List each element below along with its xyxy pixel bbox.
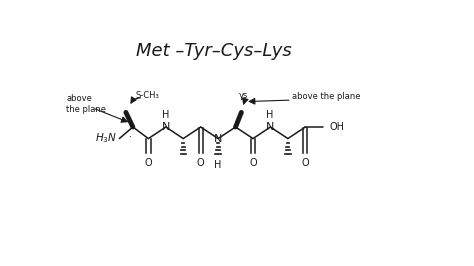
Text: H: H	[162, 110, 169, 120]
Text: OH: OH	[330, 122, 345, 132]
Text: $\cdot$: $\cdot$	[128, 130, 132, 139]
Text: N: N	[162, 122, 170, 132]
Text: N: N	[214, 134, 222, 144]
Text: above the plane: above the plane	[292, 92, 360, 101]
Text: S-CH₃: S-CH₃	[136, 90, 159, 99]
Text: above
the plane: above the plane	[66, 94, 106, 114]
Text: $H_3N$: $H_3N$	[95, 132, 118, 146]
Text: O: O	[301, 158, 309, 168]
Text: O: O	[249, 158, 257, 168]
Text: O: O	[197, 158, 204, 168]
Text: H: H	[214, 160, 222, 170]
Text: γs: γs	[238, 90, 248, 99]
Text: O: O	[145, 158, 152, 168]
Text: N: N	[266, 122, 274, 132]
Text: Met –Tyr–Cys–Lys: Met –Tyr–Cys–Lys	[137, 42, 292, 60]
Text: H: H	[266, 110, 274, 120]
